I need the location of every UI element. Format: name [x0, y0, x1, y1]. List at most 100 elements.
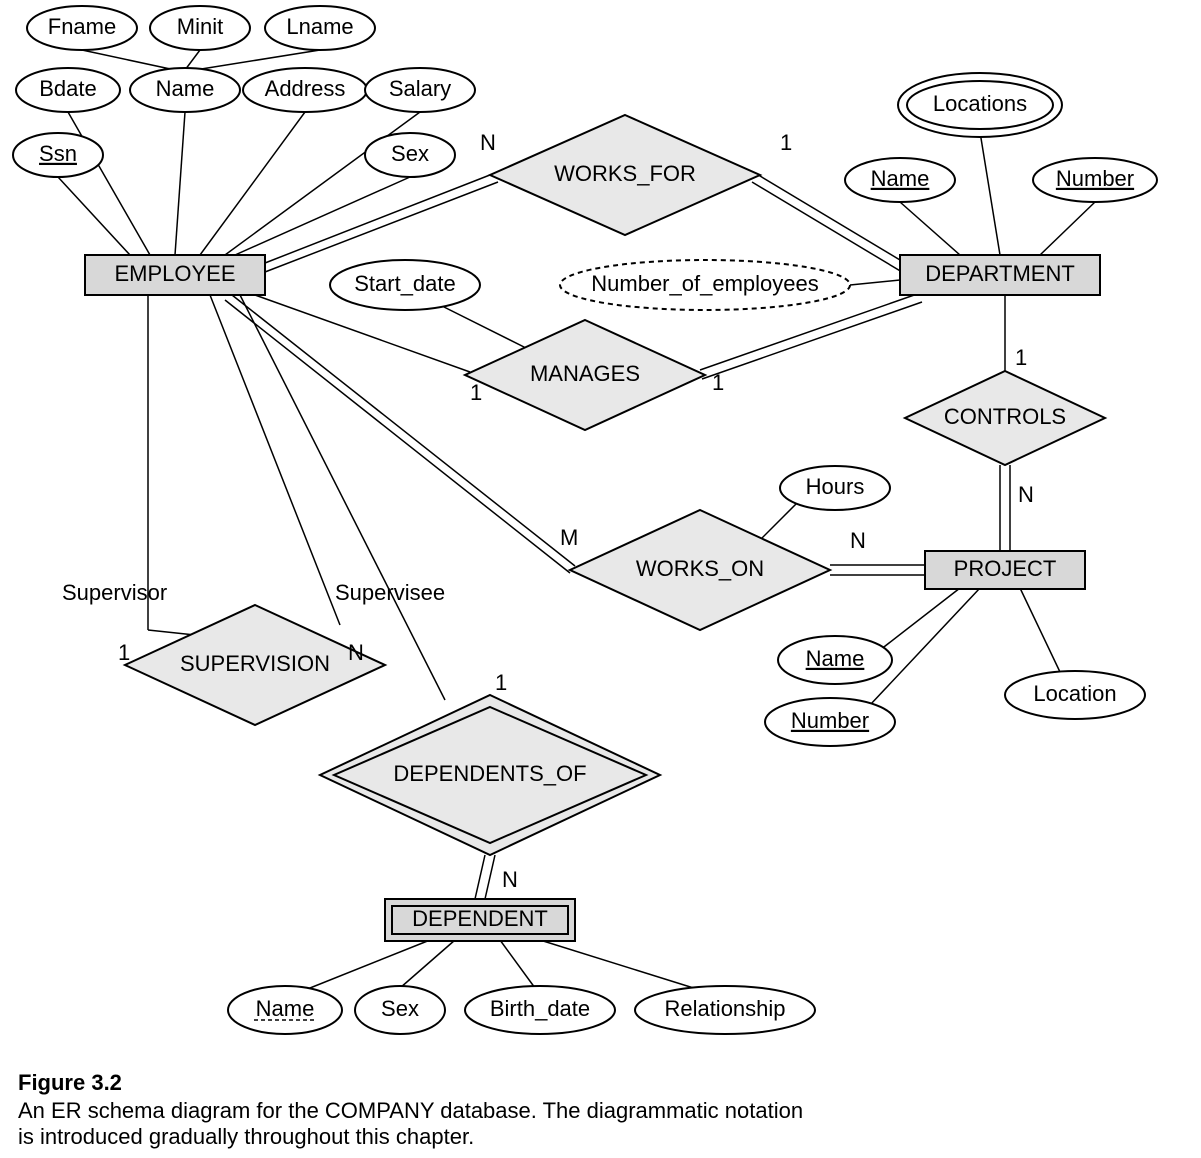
edge-minit-name [185, 50, 200, 70]
edge-emp-workson-a [232, 295, 575, 566]
edge-address-emp [200, 112, 305, 255]
svg-text:Birth_date: Birth_date [490, 996, 590, 1021]
attr-num-employees: Number_of_employees [560, 260, 850, 310]
card-sup-visor: 1 [118, 640, 130, 665]
rel-manages: MANAGES [465, 320, 705, 430]
svg-text:DEPENDENTS_OF: DEPENDENTS_OF [393, 761, 586, 786]
edge-startdate-manages [440, 305, 530, 350]
card-ctrl-dept: 1 [1015, 345, 1027, 370]
edge-dep-depof-a [475, 855, 485, 899]
attr-proj-location: Location [1005, 671, 1145, 719]
svg-text:WORKS_FOR: WORKS_FOR [554, 161, 696, 186]
svg-text:Name: Name [806, 646, 865, 671]
edge-emp-workson-b [225, 300, 570, 573]
svg-text:Location: Location [1033, 681, 1116, 706]
attr-dep-name: Name [228, 986, 342, 1034]
entity-project: PROJECT [925, 551, 1085, 589]
rel-works-for: WORKS_FOR [490, 115, 760, 235]
edge-dnumber-dept [1040, 202, 1095, 255]
card-wf-emp: N [480, 130, 496, 155]
edge-lname-name [195, 50, 320, 70]
edge-salary-emp [225, 112, 420, 255]
edge-dname-dept [900, 202, 960, 255]
svg-text:Number: Number [791, 708, 869, 733]
attr-emp-sex: Sex [365, 133, 455, 177]
edge-numemp-dept [850, 280, 900, 285]
card-wf-dept: 1 [780, 130, 792, 155]
svg-text:Address: Address [265, 76, 346, 101]
svg-text:PROJECT: PROJECT [954, 556, 1057, 581]
svg-text:Name: Name [156, 76, 215, 101]
svg-text:MANAGES: MANAGES [530, 361, 640, 386]
edge-depsex-dep [400, 940, 455, 988]
figure-caption-1: An ER schema diagram for the COMPANY dat… [18, 1098, 803, 1123]
svg-text:Bdate: Bdate [39, 76, 97, 101]
rel-controls: CONTROLS [905, 371, 1105, 465]
attr-salary: Salary [365, 68, 475, 112]
attr-lname: Lname [265, 6, 375, 50]
card-do-dep: N [502, 867, 518, 892]
edge-emp-worksfor-a [265, 173, 495, 263]
entity-department: DEPARTMENT [900, 255, 1100, 295]
card-sup-visee: N [348, 640, 364, 665]
svg-text:SUPERVISION: SUPERVISION [180, 651, 330, 676]
svg-text:Number_of_employees: Number_of_employees [591, 271, 818, 296]
attr-dep-birthdate: Birth_date [465, 986, 615, 1034]
attr-proj-number: Number [765, 698, 895, 746]
attr-ssn: Ssn [13, 133, 103, 177]
rel-dependents-of: DEPENDENTS_OF [320, 695, 660, 855]
svg-text:Hours: Hours [806, 474, 865, 499]
svg-text:Sex: Sex [381, 996, 419, 1021]
attr-startdate: Start_date [330, 260, 480, 310]
svg-text:CONTROLS: CONTROLS [944, 404, 1066, 429]
svg-text:Lname: Lname [286, 14, 353, 39]
card-do-emp: 1 [495, 670, 507, 695]
attr-emp-name: Name [130, 68, 240, 112]
role-supervisor: Supervisor [62, 580, 167, 605]
attr-dep-sex: Sex [355, 986, 445, 1034]
svg-text:EMPLOYEE: EMPLOYEE [114, 261, 235, 286]
rel-works-on: WORKS_ON [570, 510, 830, 630]
svg-text:Locations: Locations [933, 91, 1027, 116]
entity-dependent: DEPENDENT [385, 899, 575, 941]
attr-dep-relationship: Relationship [635, 986, 815, 1034]
attr-fname: Fname [27, 6, 137, 50]
attr-proj-name: Name [778, 636, 892, 684]
svg-text:Name: Name [256, 996, 315, 1021]
edge-supervisee [210, 295, 340, 625]
edge-depname-dep [305, 940, 430, 990]
attr-dept-number: Number [1033, 158, 1157, 202]
svg-text:DEPARTMENT: DEPARTMENT [925, 261, 1075, 286]
attr-address: Address [243, 68, 367, 112]
entity-employee: EMPLOYEE [85, 255, 265, 295]
figure-caption-2: is introduced gradually throughout this … [18, 1124, 474, 1149]
edge-depbdate-dep [500, 940, 535, 988]
edge-dept-manages-b [702, 302, 922, 379]
er-diagram: Fname Minit Lname Bdate Name Address Sal… [0, 0, 1201, 1158]
role-supervisee: Supervisee [335, 580, 445, 605]
svg-text:Minit: Minit [177, 14, 223, 39]
edge-fname-name [82, 50, 175, 70]
svg-text:Name: Name [871, 166, 930, 191]
card-mgr-emp: 1 [470, 380, 482, 405]
edge-locations-dept [980, 132, 1000, 255]
svg-text:Fname: Fname [48, 14, 116, 39]
edge-dep-depof-b [485, 855, 495, 899]
svg-text:Relationship: Relationship [664, 996, 785, 1021]
edge-ssn-emp [58, 177, 130, 255]
edge-pnumber-proj [870, 588, 980, 705]
svg-text:Start_date: Start_date [354, 271, 456, 296]
edge-supervisor-2 [148, 630, 195, 635]
card-wo-emp: M [560, 525, 578, 550]
attr-dept-name: Name [845, 158, 955, 202]
card-mgr-dept: 1 [712, 370, 724, 395]
attr-minit: Minit [150, 6, 250, 50]
edge-deprel-dep [540, 940, 700, 990]
edge-plocation-proj [1020, 588, 1060, 672]
edge-pname-proj [880, 588, 960, 650]
attr-bdate: Bdate [16, 68, 120, 112]
rel-supervision: SUPERVISION [125, 605, 385, 725]
edge-dept-manages-a [700, 293, 920, 370]
svg-text:Sex: Sex [391, 141, 429, 166]
edge-hours-workson [760, 500, 800, 540]
